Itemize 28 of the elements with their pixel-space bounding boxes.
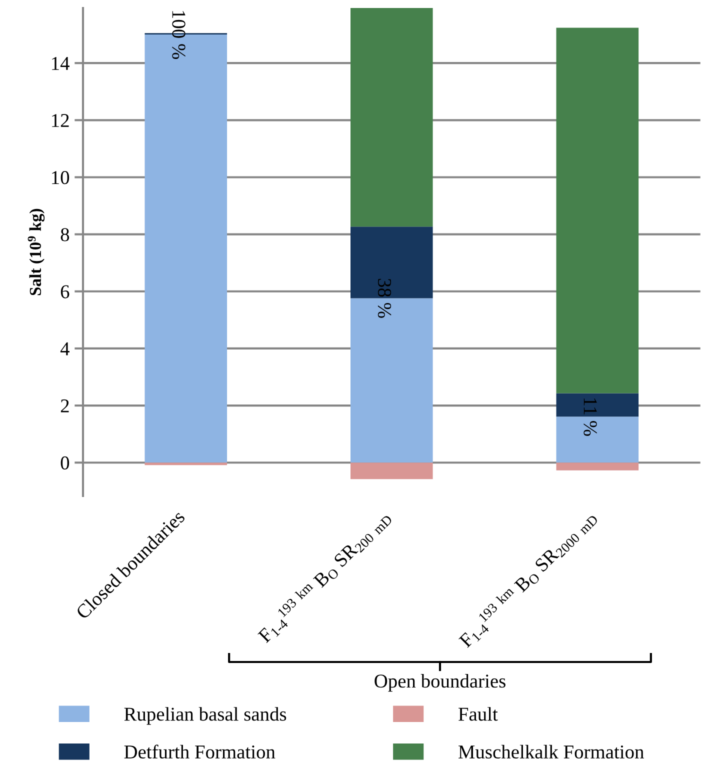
y-tick-label: 0 bbox=[60, 456, 70, 470]
legend-label: Rupelian basal sands bbox=[124, 707, 286, 725]
bar bbox=[350, 298, 433, 463]
bar bbox=[556, 393, 639, 417]
annotation: 100 % bbox=[172, 11, 186, 59]
bar bbox=[556, 416, 639, 463]
y-tick-label: 2 bbox=[60, 399, 69, 412]
y-tick-label: 12 bbox=[52, 114, 69, 127]
annotation: 38 % bbox=[378, 278, 392, 318]
bar bbox=[350, 226, 433, 298]
y-tick-label: 4 bbox=[60, 342, 70, 356]
text: Open boundaries bbox=[374, 674, 506, 692]
bar bbox=[144, 462, 228, 466]
x-tick-label: F$_{1-4}$$^{193 km}$ B$_{O}$ SR$_{200 mD}$ bbox=[256, 508, 393, 646]
bar bbox=[556, 28, 639, 394]
legend-label: Fault bbox=[458, 707, 498, 721]
y-axis-title: Salt (10$^{9}$ kg) bbox=[28, 208, 45, 296]
x-tick-label: F$_{1-4}$$^{193 km}$ B$_{O}$ SR$_{2000 mD}$ bbox=[456, 508, 599, 650]
y-tick-label: 10 bbox=[52, 171, 70, 184]
y-tick-label: 6 bbox=[60, 285, 70, 298]
bar bbox=[350, 8, 433, 227]
y-tick-label: 8 bbox=[60, 228, 70, 242]
annotation: 11 % bbox=[584, 398, 597, 436]
bar bbox=[350, 462, 433, 480]
legend-label: Muschelkalk Formation bbox=[458, 744, 644, 759]
y-tick-label: 14 bbox=[52, 56, 70, 70]
bar bbox=[556, 462, 639, 470]
legend-label: Detfurth Formation bbox=[124, 744, 276, 759]
